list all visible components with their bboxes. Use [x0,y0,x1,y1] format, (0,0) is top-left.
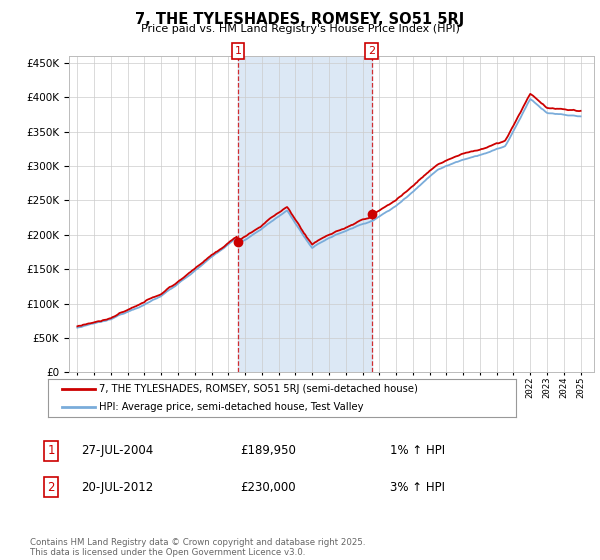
Text: HPI: Average price, semi-detached house, Test Valley: HPI: Average price, semi-detached house,… [100,402,364,412]
Text: 3% ↑ HPI: 3% ↑ HPI [390,480,445,494]
Text: Price paid vs. HM Land Registry's House Price Index (HPI): Price paid vs. HM Land Registry's House … [140,24,460,34]
Text: 1: 1 [47,444,55,458]
Text: 27-JUL-2004: 27-JUL-2004 [81,444,153,458]
Text: £230,000: £230,000 [240,480,296,494]
Text: 1: 1 [235,46,241,56]
Bar [238,56,372,372]
Text: £189,950: £189,950 [240,444,296,458]
Text: 7, THE TYLESHADES, ROMSEY, SO51 5RJ: 7, THE TYLESHADES, ROMSEY, SO51 5RJ [136,12,464,27]
Text: 7, THE TYLESHADES, ROMSEY, SO51 5RJ (semi-detached house): 7, THE TYLESHADES, ROMSEY, SO51 5RJ (sem… [100,384,418,394]
Text: 1% ↑ HPI: 1% ↑ HPI [390,444,445,458]
Text: 2: 2 [47,480,55,494]
Text: 20-JUL-2012: 20-JUL-2012 [81,480,153,494]
Text: Contains HM Land Registry data © Crown copyright and database right 2025.
This d: Contains HM Land Registry data © Crown c… [30,538,365,557]
Text: 2: 2 [368,46,376,56]
